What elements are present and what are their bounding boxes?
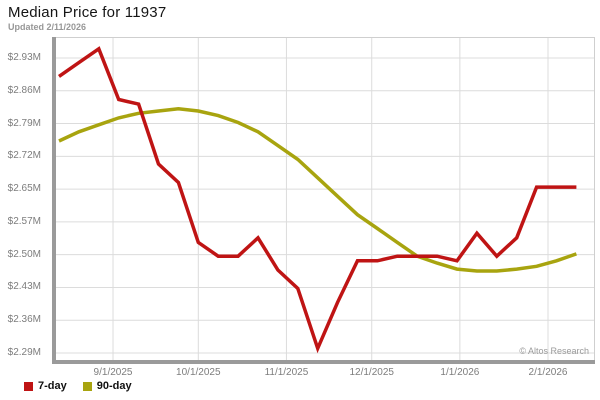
- y-tick-label: $2.36M: [7, 314, 41, 326]
- chart-title: Median Price for 11937: [8, 4, 167, 21]
- legend-item-7-day: 7-day: [24, 380, 67, 392]
- y-tick-label: $2.72M: [7, 150, 41, 162]
- x-tick-label: 2/1/2026: [528, 367, 568, 378]
- plot-area: © Altos Research: [52, 37, 595, 364]
- x-tick-label: 1/1/2026: [440, 367, 480, 378]
- y-tick-label: $2.79M: [7, 117, 41, 129]
- y-tick-label: $2.57M: [7, 215, 41, 227]
- y-tick-label: $2.43M: [7, 281, 41, 293]
- plot-border-right: [594, 37, 595, 360]
- watermark: © Altos Research: [519, 346, 589, 356]
- y-axis-bar: [52, 37, 56, 364]
- y-tick-label: $2.93M: [7, 52, 41, 63]
- y-axis-labels: $2.93M $2.86M $2.79M $2.72M $2.65M $2.57M $2.5…: [0, 37, 46, 364]
- x-tick-label: 11/1/2025: [264, 367, 309, 378]
- y-tick-label: $2.65M: [7, 183, 41, 195]
- series-line-7-day: [58, 46, 577, 354]
- legend-swatch-90-day: [82, 381, 92, 391]
- x-axis-labels: 9/1/2025 10/1/2025 11/1/2025 12/1/2025 1/1/2…: [52, 367, 595, 381]
- x-tick-label: 10/1/2025: [176, 367, 221, 378]
- x-tick-label: 9/1/2025: [93, 367, 133, 378]
- legend-label-7-day: 7-day: [38, 380, 67, 392]
- x-tick-label: 12/1/2025: [349, 367, 394, 378]
- plot-border-top: [56, 37, 594, 38]
- y-tick-label: $2.50M: [7, 248, 41, 260]
- legend-item-90-day: 90-day: [82, 380, 132, 392]
- y-tick-label: $2.29M: [7, 347, 41, 358]
- series-line-90-day: [58, 106, 577, 273]
- legend-label-90-day: 90-day: [96, 380, 132, 392]
- legend-swatch-7-day: [24, 381, 33, 391]
- x-axis-bar: [52, 360, 595, 364]
- legend: 7-day 90-day: [24, 380, 132, 392]
- y-tick-label: $2.86M: [7, 84, 41, 96]
- chart-subtitle: Updated 2/11/2026: [8, 22, 87, 32]
- chart-canvas: [52, 37, 595, 364]
